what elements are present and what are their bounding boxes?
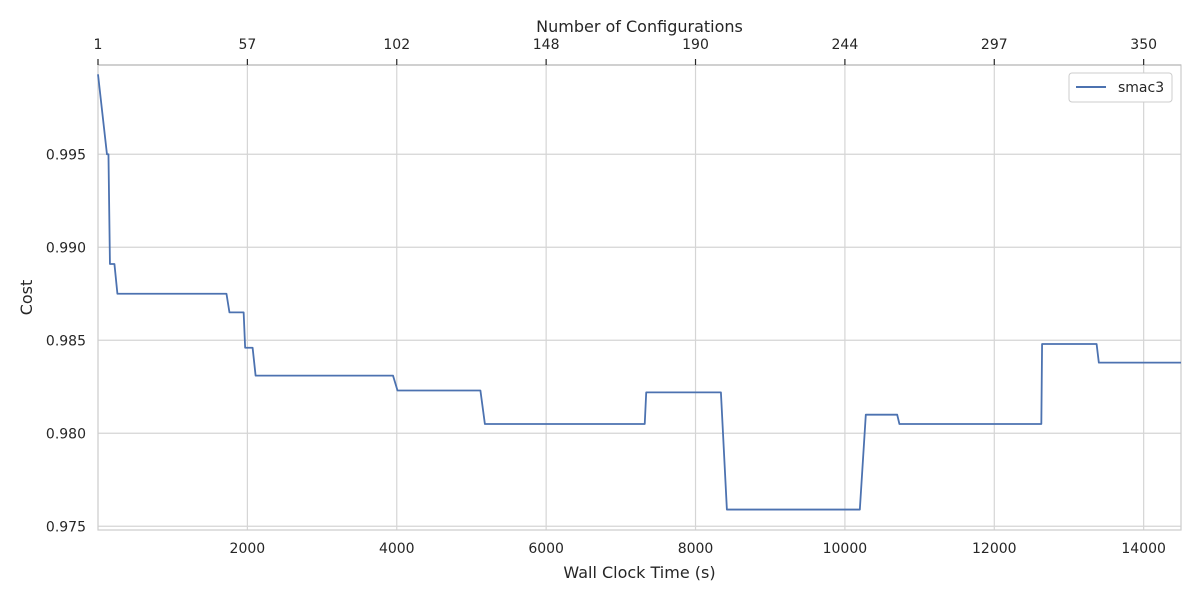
- top-axis-title: Number of Configurations: [536, 17, 743, 36]
- legend-label-smac3: smac3: [1118, 80, 1164, 96]
- y-tick-labels: 0.975 0.980 0.985 0.990 0.995: [46, 147, 86, 535]
- top-tick-label: 57: [238, 37, 256, 53]
- y-tick-label: 0.985: [46, 333, 86, 349]
- top-x-tick-labels: 1 57 102 148 190 244 297 350: [94, 37, 1157, 65]
- y-tick-label: 0.995: [46, 147, 86, 163]
- top-tick-label: 190: [682, 37, 709, 53]
- y-axis-title: Cost: [17, 280, 36, 316]
- x-axis-title: Wall Clock Time (s): [563, 563, 715, 582]
- series-layer: [97, 74, 1181, 511]
- top-tick-label: 102: [383, 37, 410, 53]
- x-tick-labels: 2000 4000 6000 8000 10000 12000 14000: [230, 541, 1166, 557]
- y-tick-label: 0.980: [46, 426, 86, 442]
- series-line-smac3: [97, 74, 1181, 511]
- top-tick-label: 1: [94, 37, 103, 53]
- x-tick-label: 10000: [823, 541, 868, 557]
- grid-lines: [98, 65, 1181, 530]
- plot-area: [98, 65, 1181, 530]
- top-tick-label: 244: [832, 37, 859, 53]
- x-tick-label: 6000: [528, 541, 564, 557]
- y-tick-label: 0.990: [46, 240, 86, 256]
- x-tick-label: 2000: [230, 541, 266, 557]
- y-tick-label: 0.975: [46, 519, 86, 535]
- plot-frame: [97, 64, 1182, 531]
- x-tick-label: 12000: [972, 541, 1017, 557]
- legend-box: [1068, 72, 1173, 103]
- top-tick-label: 297: [981, 37, 1008, 53]
- top-tick-label: 148: [533, 37, 560, 53]
- x-tick-label: 14000: [1121, 541, 1166, 557]
- x-tick-label: 4000: [379, 541, 415, 557]
- x-tick-label: 8000: [678, 541, 714, 557]
- top-tick-label: 350: [1130, 37, 1157, 53]
- legend: smac3: [1068, 72, 1173, 103]
